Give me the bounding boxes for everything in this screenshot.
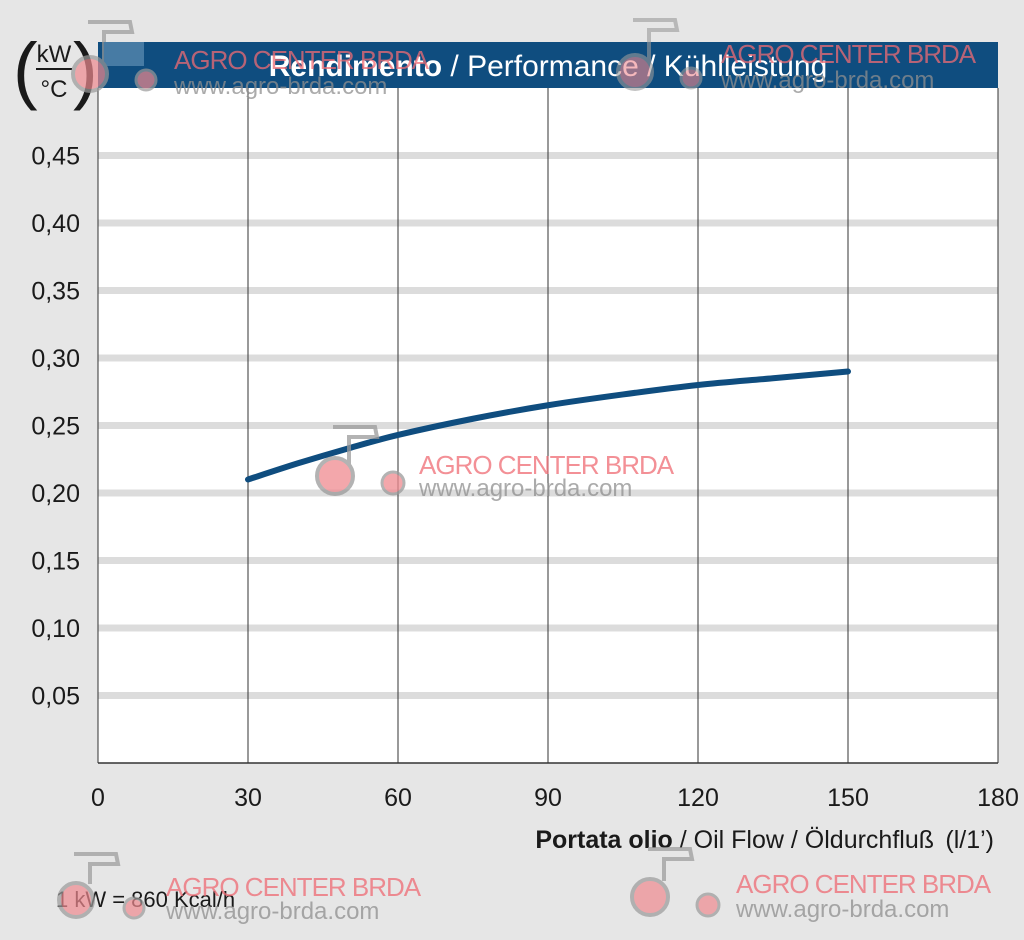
watermark-top-left: AGRO CENTER BRDA www.agro-brda.com xyxy=(71,20,431,100)
watermark-url: www.agro-brda.com xyxy=(165,898,379,925)
x-tick-label: 30 xyxy=(234,784,262,812)
y-tick-labels: 0,05 0,10 0,15 0,20 0,25 0,30 0,35 0,40 0,45 xyxy=(31,143,80,711)
tractor-logo-icon xyxy=(315,425,406,496)
unit-denominator: °C xyxy=(41,76,68,103)
vertical-grid xyxy=(97,88,999,763)
y-tick-label: 0,30 xyxy=(31,345,80,373)
y-tick-label: 0,15 xyxy=(31,548,80,576)
series-line xyxy=(245,368,851,483)
watermark-url: www.agro-brda.com xyxy=(735,896,949,923)
watermark-name: AGRO CENTER BRDA xyxy=(419,450,675,480)
x-tick-label: 60 xyxy=(384,784,412,812)
y-tick-label: 0,10 xyxy=(31,615,80,643)
y-tick-label: 0,45 xyxy=(31,143,80,171)
y-tick-label: 0,35 xyxy=(31,278,80,306)
tractor-logo-icon xyxy=(71,20,158,93)
y-tick-label: 0,05 xyxy=(31,683,80,711)
x-tick-label: 0 xyxy=(91,784,105,812)
y-tick-label: 0,25 xyxy=(31,413,80,441)
x-tick-labels: 0 30 60 90 120 150 180 xyxy=(91,784,1019,812)
watermark-url: www.agro-brda.com xyxy=(173,73,387,100)
x-axis-label-rest: / Oil Flow / Öldurchfluß xyxy=(673,826,934,854)
watermark-name: AGRO CENTER BRDA xyxy=(736,869,992,899)
tractor-logo-icon xyxy=(57,852,146,920)
tractor-logo-icon xyxy=(630,847,721,918)
unit-numerator: kW xyxy=(37,41,72,68)
x-tick-label: 120 xyxy=(677,784,719,812)
y-tick-label: 0,20 xyxy=(31,480,80,508)
watermark-name: AGRO CENTER BRDA xyxy=(174,45,430,75)
watermark-name: AGRO CENTER BRDA xyxy=(721,39,977,69)
title-bar xyxy=(98,42,998,88)
tractor-logo-icon xyxy=(616,18,703,91)
x-tick-label: 150 xyxy=(827,784,869,812)
x-tick-label: 90 xyxy=(534,784,562,812)
x-tick-label: 180 xyxy=(977,784,1019,812)
x-axis-label: Portata olio / Oil Flow / Öldurchfluß xyxy=(535,826,934,854)
watermark-bottom-left: AGRO CENTER BRDA www.agro-brda.com xyxy=(57,852,423,925)
watermark-url: www.agro-brda.com xyxy=(418,475,632,502)
watermark-top-right: AGRO CENTER BRDA www.agro-brda.com xyxy=(616,18,978,94)
y-tick-label: 0,40 xyxy=(31,210,80,238)
x-axis-unit: (l/1’) xyxy=(945,826,994,854)
unit-paren-left: ( xyxy=(13,28,38,111)
watermark-center: AGRO CENTER BRDA www.agro-brda.com xyxy=(315,425,676,502)
watermark-url: www.agro-brda.com xyxy=(720,67,934,94)
watermark-name: AGRO CENTER BRDA xyxy=(166,872,422,902)
chart-title-bold: Rendimento xyxy=(269,50,442,83)
watermark-bottom-right: AGRO CENTER BRDA www.agro-brda.com xyxy=(630,847,993,923)
y-axis-unit: ( kW °C ) xyxy=(13,28,98,111)
